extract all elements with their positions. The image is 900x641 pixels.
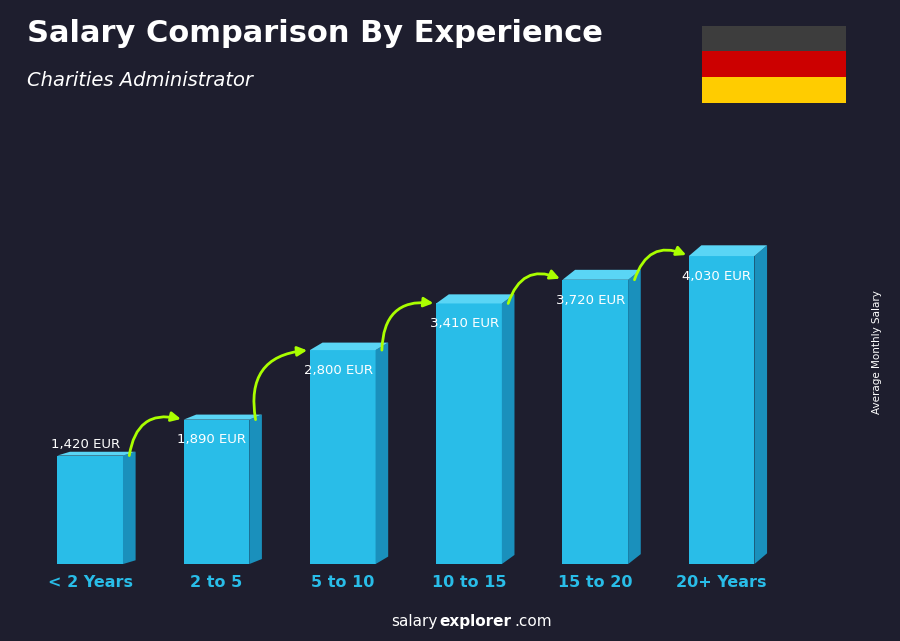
Bar xyxy=(702,77,846,103)
Text: 3,410 EUR: 3,410 EUR xyxy=(430,317,499,330)
Text: salary: salary xyxy=(392,615,438,629)
Polygon shape xyxy=(688,246,767,256)
FancyArrowPatch shape xyxy=(382,298,430,350)
Text: explorer: explorer xyxy=(439,615,511,629)
Polygon shape xyxy=(184,420,249,564)
Polygon shape xyxy=(310,342,388,350)
Text: Charities Administrator: Charities Administrator xyxy=(27,71,253,90)
FancyArrowPatch shape xyxy=(254,347,304,420)
Text: 2,800 EUR: 2,800 EUR xyxy=(303,364,373,377)
Polygon shape xyxy=(502,294,515,564)
Polygon shape xyxy=(58,456,123,564)
Polygon shape xyxy=(310,350,375,564)
Text: Salary Comparison By Experience: Salary Comparison By Experience xyxy=(27,19,603,48)
Polygon shape xyxy=(562,279,628,564)
Polygon shape xyxy=(184,415,262,420)
Text: .com: .com xyxy=(515,615,553,629)
Text: 1,890 EUR: 1,890 EUR xyxy=(177,433,247,446)
Polygon shape xyxy=(628,270,641,564)
Polygon shape xyxy=(123,452,136,564)
Polygon shape xyxy=(754,246,767,564)
Polygon shape xyxy=(58,452,136,456)
Text: 4,030 EUR: 4,030 EUR xyxy=(682,270,752,283)
Text: 3,720 EUR: 3,720 EUR xyxy=(556,294,626,306)
FancyArrowPatch shape xyxy=(508,271,557,303)
Polygon shape xyxy=(688,256,754,564)
FancyArrowPatch shape xyxy=(130,413,178,456)
Bar xyxy=(702,51,846,77)
Polygon shape xyxy=(375,342,388,564)
Text: Average Monthly Salary: Average Monthly Salary xyxy=(872,290,883,415)
Polygon shape xyxy=(562,270,641,279)
Text: 1,420 EUR: 1,420 EUR xyxy=(51,438,120,451)
Polygon shape xyxy=(436,294,515,303)
Bar xyxy=(702,26,846,51)
Polygon shape xyxy=(249,415,262,564)
Polygon shape xyxy=(436,303,502,564)
FancyArrowPatch shape xyxy=(634,247,683,279)
